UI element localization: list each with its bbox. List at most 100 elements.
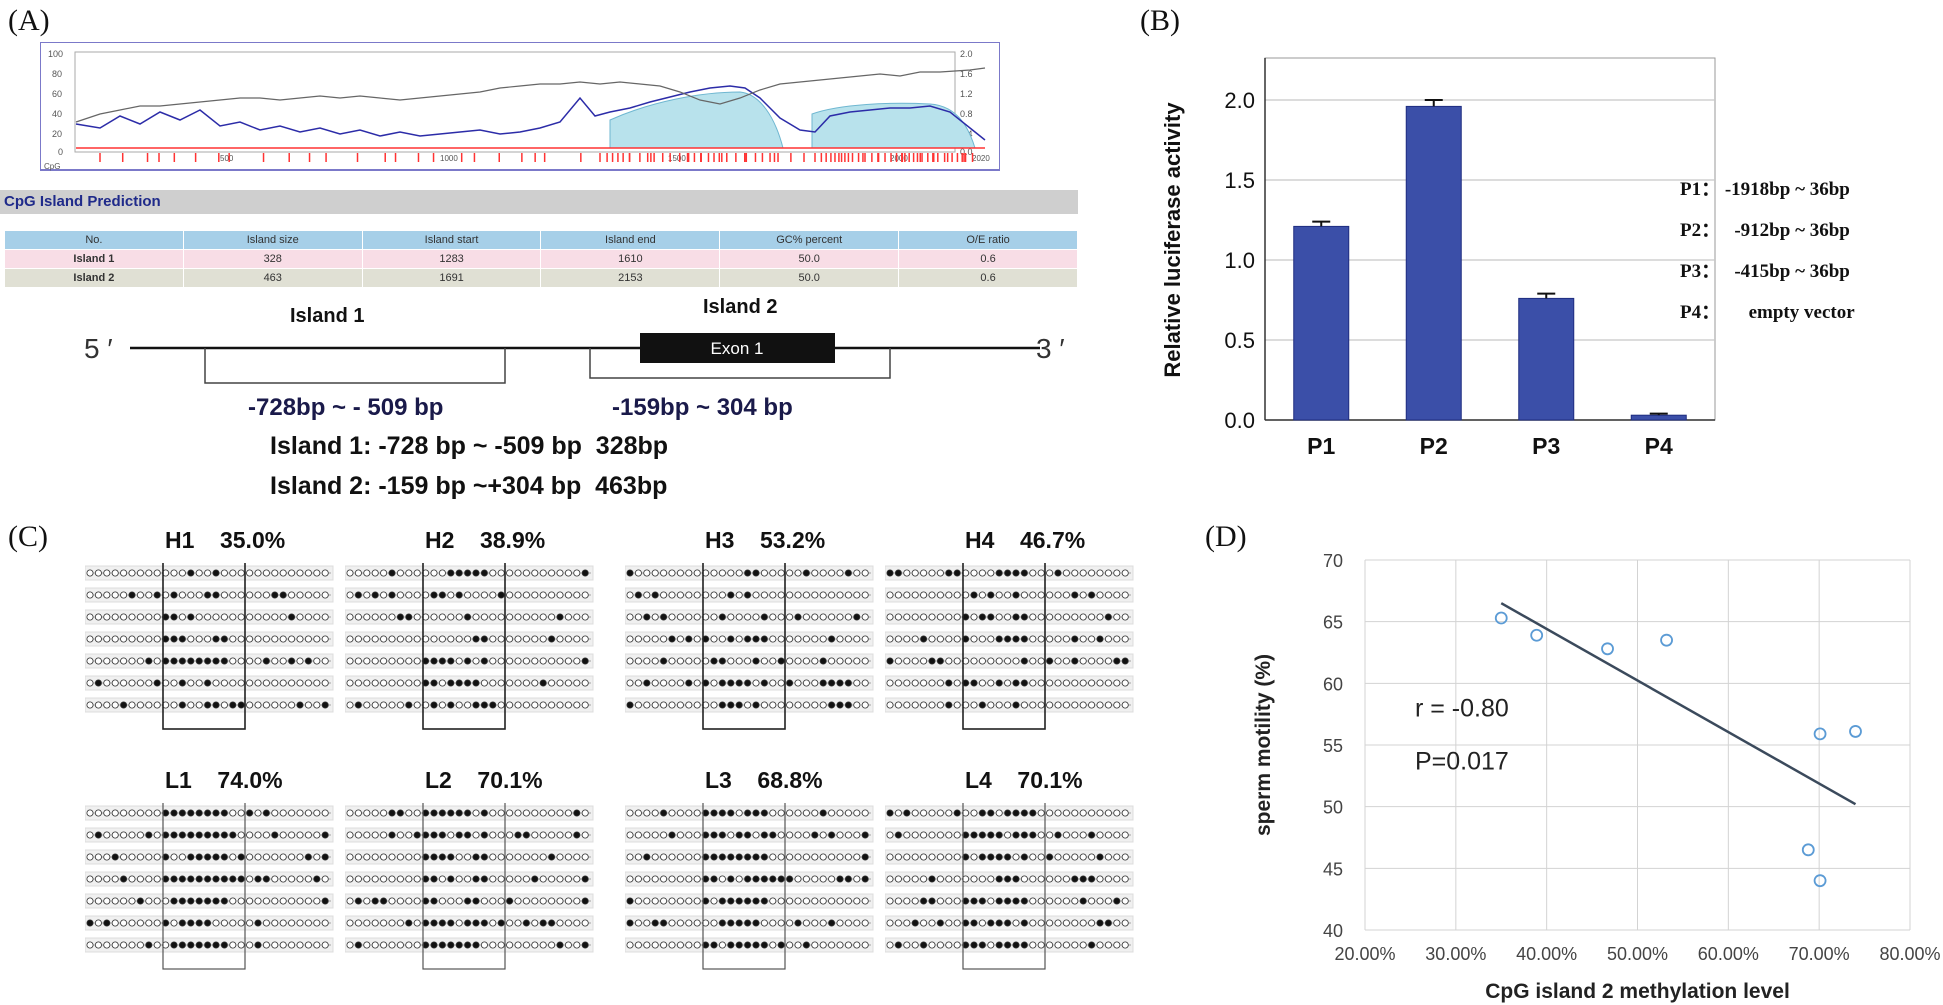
group-name: L4 bbox=[965, 767, 992, 793]
methylation-label-h3: H3 53.2% bbox=[705, 527, 825, 554]
cpg-island-box bbox=[962, 563, 1046, 730]
cpg-island-box bbox=[422, 563, 506, 730]
y-tick: 0 bbox=[58, 147, 63, 157]
panel-b-letter: (B) bbox=[1140, 4, 1180, 37]
luciferase-bar-chart: 0.0 0.5 1.0 1.5 2.0 P1 P2 P3 P4 Relative lucifera… bbox=[1160, 57, 1855, 459]
x-tick-label: 50.00% bbox=[1607, 944, 1668, 964]
y-tick-label: 50 bbox=[1323, 798, 1343, 818]
scatter-point bbox=[1813, 727, 1827, 741]
methylation-dots-l4 bbox=[885, 803, 1134, 970]
y-tick-label: 2.0 bbox=[1224, 88, 1255, 113]
island1-shade bbox=[609, 91, 784, 149]
x-tick-label: 20.00% bbox=[1334, 944, 1395, 964]
methylation-label-l2: L2 70.1% bbox=[425, 767, 543, 794]
methylation-dots-h1 bbox=[85, 563, 334, 730]
x-tick-label: 60.00% bbox=[1698, 944, 1759, 964]
island1-summary: Island 1: -728 bp ~ -509 bp 328bp bbox=[270, 432, 669, 460]
correlation-p: P=0.017 bbox=[1415, 748, 1509, 776]
motility-scatter-chart: 20.00% 30.00% 40.00% 50.00% 60.00% 70.00% 80.0… bbox=[1252, 551, 1940, 1003]
y2-tick: 0.0 bbox=[960, 147, 973, 157]
group-name: L2 bbox=[425, 767, 452, 793]
group-percent: 35.0% bbox=[219, 527, 286, 553]
y-tick-label: 40 bbox=[1323, 921, 1343, 941]
y2-tick: 1.6 bbox=[960, 69, 973, 79]
group-name: H3 bbox=[705, 527, 735, 553]
scatter-point bbox=[1801, 843, 1815, 857]
cpg-island-box bbox=[162, 563, 246, 730]
methylation-dots-l2 bbox=[345, 803, 594, 970]
cpg-island-box bbox=[162, 803, 246, 970]
table-cell: 1610 bbox=[540, 249, 721, 269]
x-axis-label: CpG island 2 methylation level bbox=[1485, 980, 1790, 1003]
trendline bbox=[1500, 602, 1857, 806]
x-tick-label: 70.00% bbox=[1789, 944, 1850, 964]
island1-bracket bbox=[204, 348, 506, 384]
cpg-island-box bbox=[422, 803, 506, 970]
table-header: Island size bbox=[182, 230, 363, 250]
table-header: GC% percent bbox=[719, 230, 900, 250]
group-name: L3 bbox=[705, 767, 732, 793]
group-percent: 53.2% bbox=[759, 527, 826, 553]
panel-a-letter: (A) bbox=[8, 4, 50, 37]
table-cell: 0.6 bbox=[898, 268, 1078, 288]
bar-p3 bbox=[1518, 297, 1575, 421]
methylation-label-h2: H2 38.9% bbox=[425, 527, 545, 554]
table-header: Island start bbox=[361, 230, 542, 250]
y-tick-label: 45 bbox=[1323, 859, 1343, 879]
table-cell: 463 bbox=[182, 268, 363, 288]
group-percent: 38.9% bbox=[479, 527, 546, 553]
category-label: P3 bbox=[1532, 433, 1560, 459]
y-tick-label: 1.0 bbox=[1224, 248, 1255, 273]
x-tick: 1000 bbox=[440, 154, 458, 163]
group-name: L1 bbox=[165, 767, 192, 793]
island2-summary: Island 2: -159 bp ~+304 bp 463bp bbox=[270, 472, 668, 500]
group-name: H1 bbox=[165, 527, 195, 553]
methylation-dots-h2 bbox=[345, 563, 594, 730]
scatter-point bbox=[1660, 633, 1673, 647]
island2-label: Island 2 bbox=[703, 296, 778, 318]
gray-trace bbox=[75, 67, 986, 123]
methylation-label-h1: H1 35.0% bbox=[165, 527, 285, 554]
cpg-island-table: No. Island size Island start Island end … bbox=[4, 230, 1078, 288]
island1-label: Island 1 bbox=[290, 305, 365, 327]
table-header: O/E ratio bbox=[898, 230, 1078, 250]
x-tick: 2020 bbox=[972, 154, 990, 163]
panel-c-letter: (C) bbox=[8, 520, 48, 553]
table-cell: 50.0 bbox=[719, 268, 900, 288]
y-tick: 60 bbox=[52, 89, 62, 99]
legend-entry: P2： -912bp ~ 36bp bbox=[1680, 220, 1850, 241]
scatter-point bbox=[1813, 874, 1827, 888]
group-percent: 74.0% bbox=[217, 767, 283, 793]
methylation-label-l3: L3 68.8% bbox=[705, 767, 823, 794]
y2-tick: 1.2 bbox=[960, 89, 973, 99]
table-cell: 1283 bbox=[361, 249, 542, 269]
cpg-axis-label: CpG bbox=[44, 162, 60, 171]
cpg-prediction-header: CpG Island Prediction bbox=[0, 190, 1078, 214]
y-tick-label: 0.5 bbox=[1224, 328, 1255, 353]
y-tick-label: 55 bbox=[1323, 736, 1343, 756]
y-axis-label: sperm motility (%) bbox=[1252, 654, 1275, 836]
table-cell: 1691 bbox=[361, 268, 542, 288]
table-cell: 0.6 bbox=[898, 249, 1078, 269]
y2-tick: 2.0 bbox=[960, 49, 973, 59]
scatter-point bbox=[1849, 725, 1862, 738]
table-cell: 50.0 bbox=[719, 249, 900, 269]
group-percent: 68.8% bbox=[757, 767, 823, 793]
category-label: P2 bbox=[1420, 433, 1448, 459]
cpg-island-box bbox=[702, 803, 786, 970]
island2-bracket bbox=[589, 348, 891, 379]
island1-range: -728bp ~ - 509 bp bbox=[248, 394, 444, 421]
y-tick-label: 70 bbox=[1323, 551, 1343, 571]
x-tick-label: 30.00% bbox=[1425, 944, 1486, 964]
gene-map: Exon 1 bbox=[130, 333, 1040, 384]
blue-trace bbox=[75, 85, 986, 141]
exon-label: Exon 1 bbox=[711, 339, 764, 358]
cpg-prediction-title: CpG Island Prediction bbox=[4, 193, 161, 210]
table-cell: 328 bbox=[182, 249, 363, 269]
five-prime-label: 5 ′ bbox=[84, 333, 113, 364]
y2-tick: 0.8 bbox=[960, 109, 973, 119]
y-tick: 100 bbox=[48, 49, 63, 59]
y-tick-label: 65 bbox=[1323, 613, 1343, 633]
table-header-row: No. Island size Island start Island end … bbox=[4, 230, 1078, 250]
x-tick-label: 80.00% bbox=[1879, 944, 1940, 964]
